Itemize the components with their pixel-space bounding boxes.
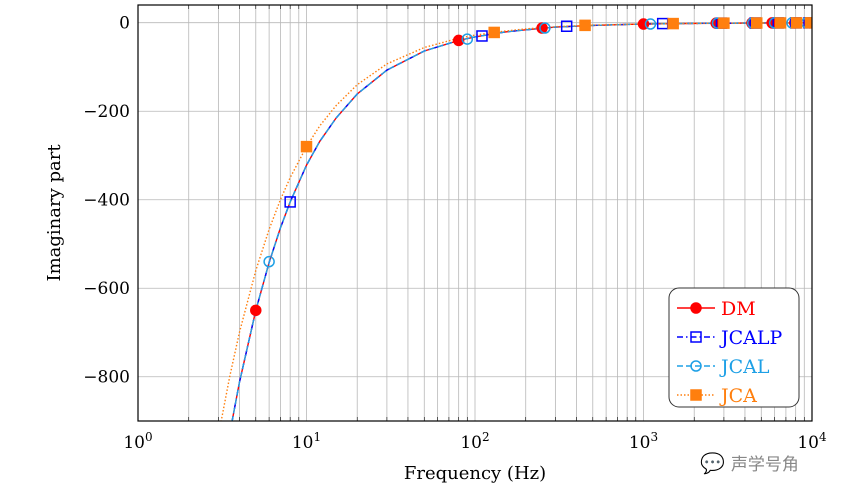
data-point-jcalp xyxy=(476,30,488,42)
series-line-jcal xyxy=(231,22,812,421)
plot-area xyxy=(220,17,812,421)
data-point-jca xyxy=(790,17,803,29)
data-point-jca xyxy=(488,26,500,39)
y-tick-label: −800 xyxy=(83,368,130,388)
series-line-dm xyxy=(231,22,812,421)
legend-label-jcal: JCAL xyxy=(719,356,770,378)
data-point-jca xyxy=(300,140,313,153)
data-point-jca xyxy=(579,19,591,32)
y-tick-label: −400 xyxy=(83,191,130,211)
data-point-dm xyxy=(536,22,548,34)
watermark-text: 声学号角 xyxy=(730,455,799,475)
x-axis-label: Frequency (Hz) xyxy=(404,463,546,484)
data-point-jcalp xyxy=(284,196,296,208)
legend-box xyxy=(668,287,800,408)
x-tick-label: 103 xyxy=(629,430,658,453)
x-tick-label: 101 xyxy=(292,430,321,453)
data-point-dm xyxy=(452,34,465,47)
x-tick-label: 102 xyxy=(460,430,489,453)
legend-label-dm: DM xyxy=(721,298,756,320)
legend-label-jca: JCA xyxy=(719,385,757,407)
x-tick-label: 104 xyxy=(797,430,827,453)
y-axis-label: Imaginary part xyxy=(44,144,65,282)
data-point-jcal xyxy=(644,18,657,30)
y-tick-label: −200 xyxy=(83,102,130,122)
x-tick-label: 100 xyxy=(123,430,152,453)
watermark: 💬 声学号角 xyxy=(700,450,799,476)
data-point-jca xyxy=(718,17,730,29)
data-point-jcal xyxy=(461,33,474,45)
series-line-jca xyxy=(220,22,812,421)
y-tick-label: −600 xyxy=(83,279,130,299)
plot-frame xyxy=(137,4,813,422)
legend-label-jcalp: JCALP xyxy=(719,327,782,349)
data-point-dm xyxy=(250,304,262,317)
data-point-jca xyxy=(774,17,787,29)
data-point-jcal xyxy=(263,255,275,268)
data-point-jca xyxy=(750,17,763,29)
data-point-jcalp xyxy=(560,20,573,32)
data-point-jca xyxy=(804,17,812,29)
legend-marker-jcal xyxy=(690,360,702,372)
legend-marker-dm xyxy=(690,302,702,314)
data-point-jcal xyxy=(539,22,551,34)
legend-marker-jca xyxy=(690,389,702,401)
legend: DM JCALP JCAL JCA xyxy=(668,287,800,408)
y-tick-label: 0 xyxy=(119,14,130,34)
legend-marker-jcalp xyxy=(690,331,702,343)
data-point-jca xyxy=(667,17,679,30)
series-line-jcalp xyxy=(231,22,812,421)
wechat-icon: 💬 xyxy=(700,450,725,475)
